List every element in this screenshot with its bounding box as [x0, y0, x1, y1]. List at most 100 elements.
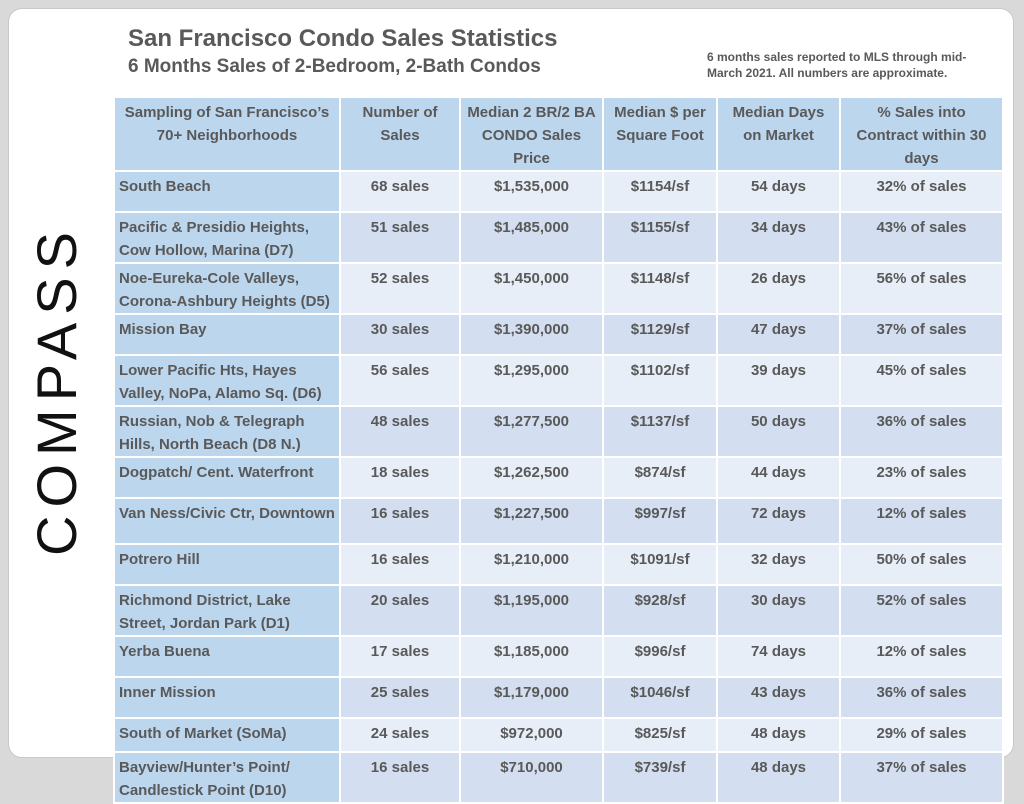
cell-median-price: $1,262,500 [459, 456, 604, 499]
cell-price-per-sqft: $1102/sf [602, 354, 718, 407]
cell-neighborhood: Pacific & Presidio Heights, Cow Hollow, … [113, 211, 341, 264]
cell-pct-contract-30-days: 56% of sales [839, 262, 1004, 315]
cell-pct-contract-30-days: 36% of sales [839, 405, 1004, 458]
cell-neighborhood: Van Ness/Civic Ctr, Downtown [113, 497, 341, 545]
cell-price-per-sqft: $739/sf [602, 751, 718, 804]
cell-number-of-sales: 68 sales [339, 170, 461, 213]
table-row: Bayview/Hunter’s Point/ Candlestick Poin… [113, 751, 1004, 804]
cell-number-of-sales: 20 sales [339, 584, 461, 637]
cell-neighborhood: Inner Mission [113, 676, 341, 719]
cell-price-per-sqft: $928/sf [602, 584, 718, 637]
cell-days-on-market: 30 days [716, 584, 841, 637]
cell-price-per-sqft: $1046/sf [602, 676, 718, 719]
cell-number-of-sales: 48 sales [339, 405, 461, 458]
cell-price-per-sqft: $1091/sf [602, 543, 718, 586]
cell-median-price: $1,390,000 [459, 313, 604, 356]
cell-median-price: $1,185,000 [459, 635, 604, 678]
cell-neighborhood: Noe-Eureka-Cole Valleys, Corona-Ashbury … [113, 262, 341, 315]
cell-days-on-market: 44 days [716, 456, 841, 499]
cell-median-price: $1,485,000 [459, 211, 604, 264]
cell-number-of-sales: 24 sales [339, 717, 461, 753]
cell-price-per-sqft: $997/sf [602, 497, 718, 545]
cell-neighborhood: Potrero Hill [113, 543, 341, 586]
cell-median-price: $1,277,500 [459, 405, 604, 458]
cell-days-on-market: 34 days [716, 211, 841, 264]
footnote: 6 months sales reported to MLS through m… [707, 50, 967, 80]
cell-neighborhood: Bayview/Hunter’s Point/ Candlestick Poin… [113, 751, 341, 804]
cell-pct-contract-30-days: 12% of sales [839, 635, 1004, 678]
cell-neighborhood: Mission Bay [113, 313, 341, 356]
table-row: Dogpatch/ Cent. Waterfront 18 sales $1,262… [113, 456, 1004, 499]
cell-number-of-sales: 16 sales [339, 497, 461, 545]
cell-neighborhood: South of Market (SoMa) [113, 717, 341, 753]
cell-price-per-sqft: $1155/sf [602, 211, 718, 264]
cell-median-price: $972,000 [459, 717, 604, 753]
cell-median-price: $1,295,000 [459, 354, 604, 407]
table-row: Richmond District, Lake Street, Jordan P… [113, 584, 1004, 637]
compass-logo-text: COMPASS [24, 224, 88, 556]
cell-median-price: $1,535,000 [459, 170, 604, 213]
cell-pct-contract-30-days: 23% of sales [839, 456, 1004, 499]
cell-median-price: $710,000 [459, 751, 604, 804]
cell-number-of-sales: 16 sales [339, 751, 461, 804]
cell-neighborhood: Yerba Buena [113, 635, 341, 678]
table-row: Potrero Hill 16 sales $1,210,000 $1091/sf 32… [113, 543, 1004, 586]
cell-number-of-sales: 51 sales [339, 211, 461, 264]
cell-days-on-market: 43 days [716, 676, 841, 719]
cell-price-per-sqft: $996/sf [602, 635, 718, 678]
cell-price-per-sqft: $1154/sf [602, 170, 718, 213]
cell-days-on-market: 39 days [716, 354, 841, 407]
header-neighborhoods: Sampling of San Francisco’s 70+ Neighbor… [113, 96, 341, 172]
cell-days-on-market: 48 days [716, 717, 841, 753]
title-block: San Francisco Condo Sales Statistics 6 M… [128, 24, 557, 80]
cell-pct-contract-30-days: 12% of sales [839, 497, 1004, 545]
cell-pct-contract-30-days: 32% of sales [839, 170, 1004, 213]
cell-price-per-sqft: $1148/sf [602, 262, 718, 315]
header-pct-contract-30-days: % Sales into Contract within 30 days [839, 96, 1004, 172]
cell-median-price: $1,179,000 [459, 676, 604, 719]
cell-pct-contract-30-days: 52% of sales [839, 584, 1004, 637]
header-days-on-market: Median Days on Market [716, 96, 841, 172]
table-header-row: Sampling of San Francisco’s 70+ Neighbor… [113, 96, 1004, 172]
cell-price-per-sqft: $874/sf [602, 456, 718, 499]
table-row: Yerba Buena 17 sales $1,185,000 $996/sf 74 d… [113, 635, 1004, 678]
cell-price-per-sqft: $825/sf [602, 717, 718, 753]
cell-median-price: $1,450,000 [459, 262, 604, 315]
cell-pct-contract-30-days: 29% of sales [839, 717, 1004, 753]
table-row: Noe-Eureka-Cole Valleys, Corona-Ashbury … [113, 262, 1004, 315]
cell-neighborhood: Russian, Nob & Telegraph Hills, North Be… [113, 405, 341, 458]
cell-number-of-sales: 30 sales [339, 313, 461, 356]
cell-days-on-market: 54 days [716, 170, 841, 213]
table-row: Mission Bay 30 sales $1,390,000 $1129/sf 47 … [113, 313, 1004, 356]
page-subtitle: 6 Months Sales of 2-Bedroom, 2-Bath Cond… [128, 56, 541, 77]
cell-days-on-market: 47 days [716, 313, 841, 356]
page-title: San Francisco Condo Sales Statistics [128, 25, 558, 52]
cell-median-price: $1,195,000 [459, 584, 604, 637]
condo-sales-table: Sampling of San Francisco’s 70+ Neighbor… [113, 96, 1004, 804]
header-median-price: Median 2 BR/2 BA CONDO Sales Price [459, 96, 604, 172]
header-number-of-sales: Number of Sales [339, 96, 461, 172]
table-row: South of Market (SoMa) 24 sales $972,000 $8… [113, 717, 1004, 753]
cell-number-of-sales: 56 sales [339, 354, 461, 407]
cell-pct-contract-30-days: 37% of sales [839, 313, 1004, 356]
cell-median-price: $1,210,000 [459, 543, 604, 586]
compass-logo: COMPASS [25, 224, 88, 556]
table-row: South Beach 68 sales $1,535,000 $1154/sf 54 … [113, 170, 1004, 213]
cell-pct-contract-30-days: 50% of sales [839, 543, 1004, 586]
cell-days-on-market: 72 days [716, 497, 841, 545]
table-row: Russian, Nob & Telegraph Hills, North Be… [113, 405, 1004, 458]
cell-neighborhood: Lower Pacific Hts, Hayes Valley, NoPa, A… [113, 354, 341, 407]
cell-pct-contract-30-days: 45% of sales [839, 354, 1004, 407]
cell-days-on-market: 74 days [716, 635, 841, 678]
cell-price-per-sqft: $1129/sf [602, 313, 718, 356]
cell-number-of-sales: 18 sales [339, 456, 461, 499]
header-price-per-sqft: Median $ per Square Foot [602, 96, 718, 172]
cell-number-of-sales: 52 sales [339, 262, 461, 315]
cell-days-on-market: 26 days [716, 262, 841, 315]
table-body: South Beach 68 sales $1,535,000 $1154/sf 54 … [113, 170, 1004, 804]
table-row: Lower Pacific Hts, Hayes Valley, NoPa, A… [113, 354, 1004, 407]
table-row: Van Ness/Civic Ctr, Downtown 16 sales $1,2… [113, 497, 1004, 545]
cell-days-on-market: 32 days [716, 543, 841, 586]
cell-number-of-sales: 16 sales [339, 543, 461, 586]
cell-pct-contract-30-days: 37% of sales [839, 751, 1004, 804]
